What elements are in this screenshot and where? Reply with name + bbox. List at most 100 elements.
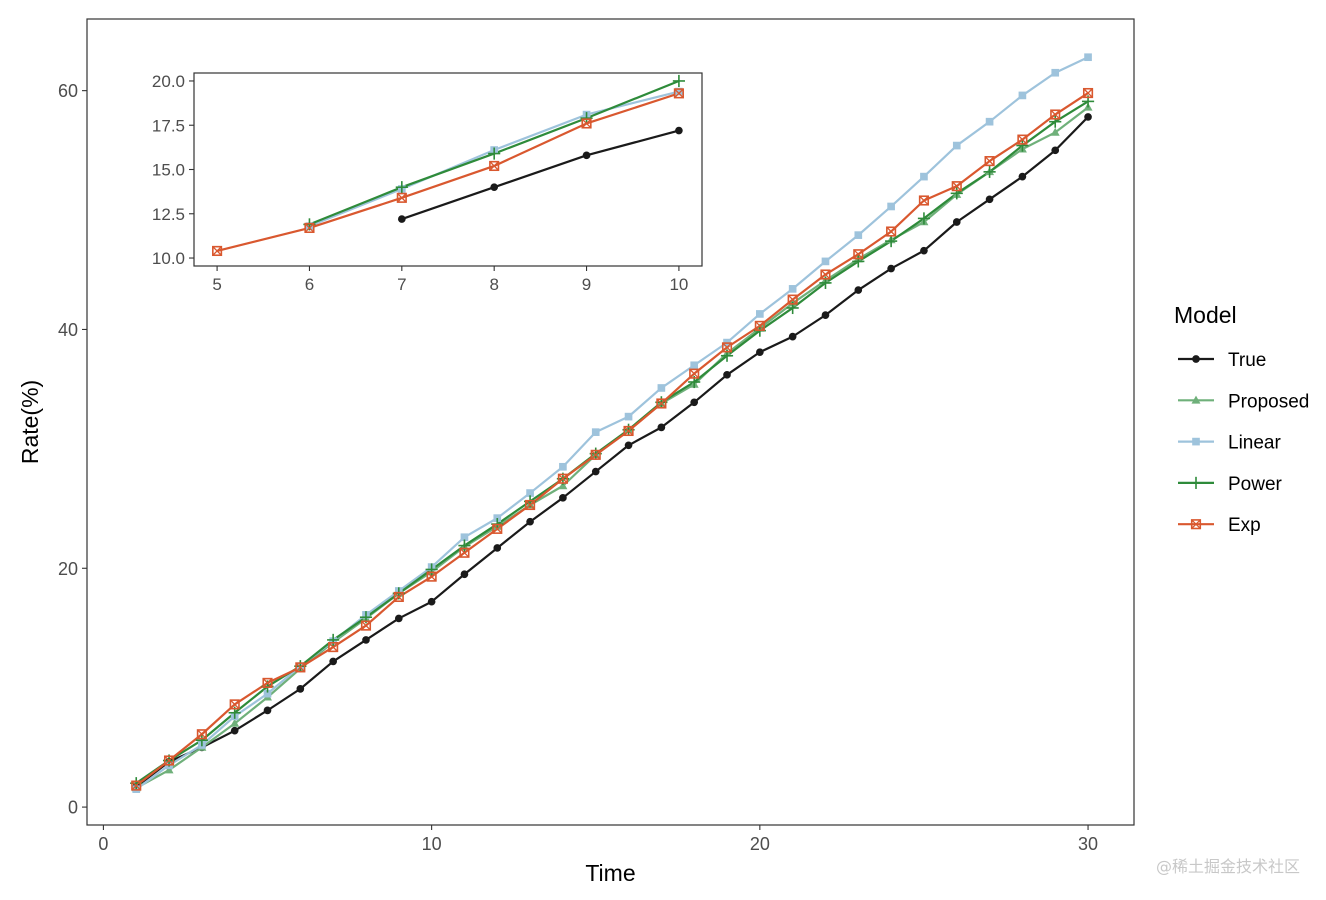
main-point-exp — [721, 342, 733, 353]
inset-point-power — [672, 74, 685, 88]
y-axis-title: Rate(%) — [17, 380, 43, 464]
main-point-true — [493, 544, 502, 552]
inset-point-exp — [673, 88, 684, 99]
main-point-true — [821, 311, 830, 319]
main-point-power — [458, 539, 471, 552]
main-point-true — [887, 264, 895, 273]
main-point-exp — [918, 195, 930, 206]
legend-label: Proposed — [1228, 391, 1309, 412]
main-point-power — [885, 235, 898, 248]
inset-point-power — [580, 112, 593, 125]
main-point-exp — [886, 226, 897, 237]
inset-point-exp — [581, 118, 592, 129]
inset-point-exp — [212, 245, 223, 257]
inset-point-true — [397, 215, 406, 223]
main-point-true — [756, 348, 764, 356]
main-point-linear — [920, 172, 928, 181]
legend-key-marker — [1190, 519, 1202, 530]
main-point-exp — [393, 591, 404, 603]
main-point-linear — [690, 361, 699, 370]
main-point-exp — [623, 425, 634, 437]
legend-label: Power — [1228, 474, 1283, 495]
main-series-line-exp — [135, 92, 1089, 787]
main-point-exp — [262, 677, 273, 688]
inset-point-exp — [396, 192, 407, 203]
main-point-true — [362, 636, 370, 644]
inset-point-linear — [675, 87, 683, 96]
main-point-linear — [1051, 68, 1060, 77]
main-y-tick-label: 40 — [58, 320, 78, 340]
main-point-linear — [985, 117, 994, 126]
main-point-exp — [557, 473, 568, 484]
inset-x-tick-label: 8 — [489, 275, 498, 294]
main-point-true — [1051, 146, 1060, 155]
legend-key-marker — [1189, 476, 1203, 489]
main-point-true — [329, 657, 337, 666]
main-point-exp — [590, 449, 601, 460]
inset-series-line-exp — [216, 92, 680, 253]
main-point-true — [1084, 113, 1092, 121]
main-point-proposed — [230, 718, 240, 727]
main-point-exp — [1017, 134, 1028, 145]
main-x-tick-label: 20 — [750, 834, 770, 854]
main-point-proposed — [558, 481, 568, 490]
main-point-linear — [559, 462, 567, 471]
inset-point-true — [582, 151, 591, 160]
main-point-power — [917, 212, 931, 225]
main-x-tick-label: 30 — [1078, 834, 1098, 854]
main-point-true — [559, 493, 567, 502]
main-point-true — [657, 423, 666, 432]
inset-x-tick-label: 6 — [305, 275, 314, 294]
legend-label: True — [1228, 350, 1266, 371]
main-point-true — [952, 218, 961, 226]
main-point-true — [624, 441, 633, 450]
main-point-exp — [1050, 109, 1061, 120]
main-point-exp — [1082, 87, 1094, 99]
main-point-linear — [263, 689, 272, 698]
main-point-linear — [952, 141, 961, 150]
legend-key-marker — [1191, 395, 1201, 404]
inset-point-exp — [489, 160, 500, 172]
main-point-true — [230, 726, 239, 735]
x-axis-title: Time — [585, 860, 635, 886]
legend: Model True Proposed Linear Power Exp — [1174, 302, 1309, 536]
inset-y-tick-label: 15.0 — [152, 161, 185, 180]
legend-item-power: Power — [1178, 474, 1283, 495]
main-y-tick-label: 20 — [58, 559, 78, 579]
main-point-exp — [525, 499, 536, 511]
legend-label: Exp — [1228, 515, 1261, 536]
inset-y-tick-label: 20.0 — [152, 72, 185, 91]
main-point-power — [1016, 139, 1029, 152]
legend-item-true: True — [1178, 350, 1266, 371]
inset-plot: 5 6 7 8 9 10 10.0 12.5 15.0 17.5 20.0 — [152, 72, 703, 294]
main-point-power — [195, 734, 208, 747]
main-point-power — [983, 165, 996, 178]
main-point-exp — [951, 181, 962, 192]
inset-x-tick-label: 9 — [582, 275, 591, 294]
main-point-linear — [821, 257, 830, 266]
main-series-line-true — [135, 116, 1089, 788]
main-point-proposed — [164, 765, 174, 774]
legend-title: Model — [1174, 302, 1237, 328]
inset-point-power — [488, 147, 501, 160]
main-point-linear — [887, 202, 895, 211]
legend-key-marker — [1192, 437, 1200, 446]
main-point-exp — [984, 156, 995, 167]
main-point-power — [425, 563, 438, 576]
main-point-exp — [229, 699, 240, 710]
main-point-true — [723, 371, 731, 379]
main-point-true — [394, 614, 403, 623]
watermark-text: @稀土掘金技术社区 — [1156, 857, 1300, 876]
main-point-true — [690, 398, 699, 407]
main-point-exp — [459, 547, 470, 558]
main-point-exp — [360, 620, 372, 631]
inset-series-line-true — [401, 129, 680, 221]
main-point-exp — [820, 269, 831, 280]
inset-x-tick-label: 10 — [669, 275, 688, 294]
main-x-tick-label: 0 — [98, 834, 108, 854]
legend-label: Linear — [1228, 433, 1281, 454]
main-point-exp — [656, 398, 667, 409]
main-point-exp — [426, 571, 437, 582]
main-point-exp — [295, 662, 306, 673]
main-point-linear — [526, 489, 534, 497]
